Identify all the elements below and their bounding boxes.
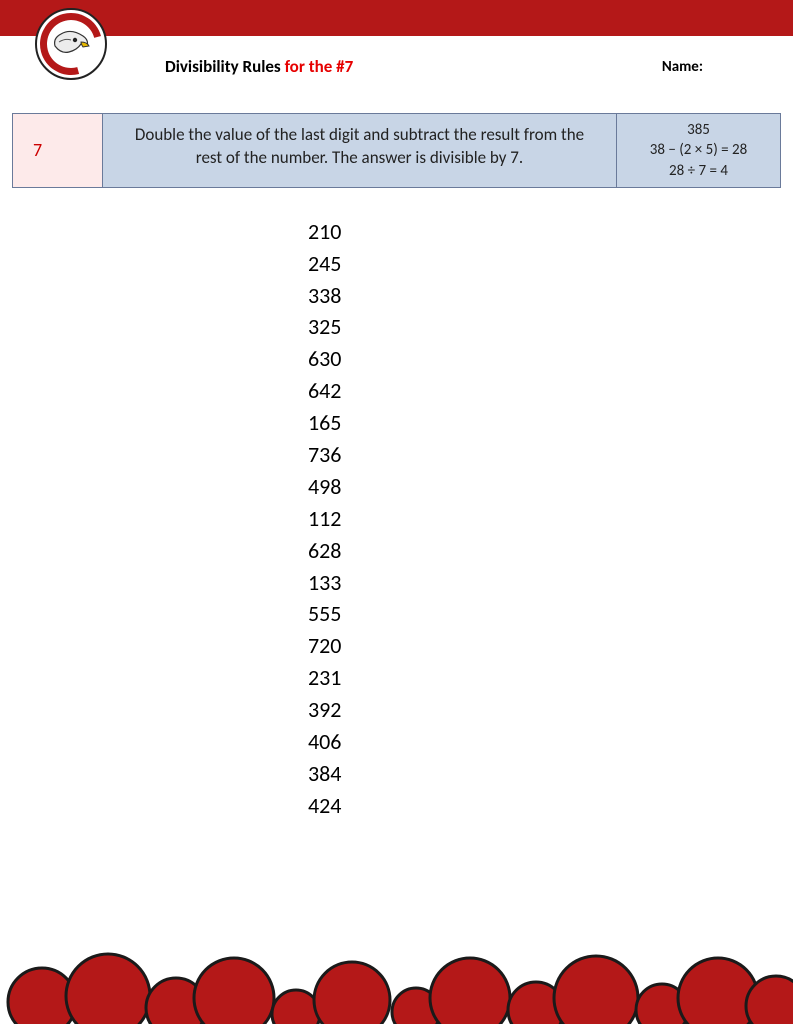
header-row: Divisibility Rules for the #7 Name: — [0, 36, 793, 95]
list-item: 630 — [308, 343, 341, 375]
list-item: 231 — [308, 662, 341, 694]
name-label: Name: — [662, 58, 703, 76]
list-item: 736 — [308, 439, 341, 471]
eagle-icon — [51, 28, 91, 62]
list-item: 245 — [308, 248, 341, 280]
list-item: 498 — [308, 471, 341, 503]
list-item: 720 — [308, 630, 341, 662]
list-item: 325 — [308, 311, 341, 343]
list-item: 406 — [308, 726, 341, 758]
list-item: 384 — [308, 758, 341, 790]
numbers-list: 2102453383256306421657364981126281335557… — [0, 216, 793, 822]
rule-number: 7 — [13, 114, 103, 187]
list-item: 642 — [308, 375, 341, 407]
rule-example: 385 38 − (2 × 5) = 28 28 ÷ 7 = 4 — [617, 114, 780, 187]
top-banner — [0, 0, 793, 36]
list-item: 628 — [308, 535, 341, 567]
list-item: 112 — [308, 503, 341, 535]
title-black: Divisibility Rules — [165, 56, 285, 77]
school-logo — [35, 8, 107, 80]
rule-description: Double the value of the last digit and s… — [103, 114, 617, 187]
example-line-3: 28 ÷ 7 = 4 — [621, 161, 776, 181]
list-item: 133 — [308, 567, 341, 599]
list-item: 210 — [308, 216, 341, 248]
list-item: 555 — [308, 598, 341, 630]
list-item: 165 — [308, 407, 341, 439]
list-item: 424 — [308, 790, 341, 822]
list-item: 392 — [308, 694, 341, 726]
title-red: for the #7 — [285, 56, 354, 77]
bottom-bubbles-decor — [0, 950, 793, 1024]
example-line-2: 38 − (2 × 5) = 28 — [621, 140, 776, 160]
example-line-1: 385 — [621, 120, 776, 140]
list-item: 338 — [308, 280, 341, 312]
page-title: Divisibility Rules for the #7 — [165, 56, 353, 77]
rule-box: 7 Double the value of the last digit and… — [12, 113, 781, 188]
